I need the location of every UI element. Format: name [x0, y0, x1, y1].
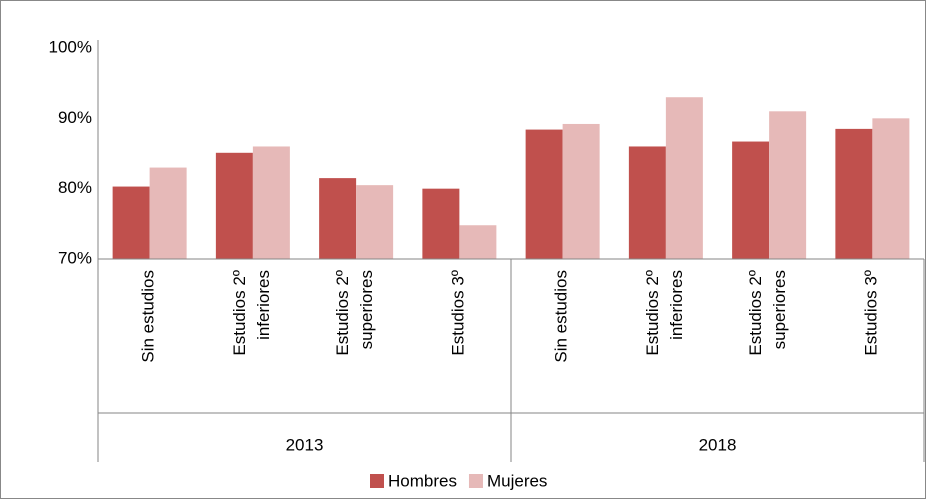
x-tick-label: Estudios 3º: [449, 270, 468, 356]
x-tick-label: Estudios 2º superiores: [334, 270, 377, 356]
bar: [459, 225, 497, 259]
legend-label: Hombres: [388, 471, 457, 490]
x-tick-label-line: inferiores: [254, 270, 273, 340]
legend-label: Mujeres: [487, 471, 547, 490]
group-label: 2018: [699, 435, 737, 454]
bar: [562, 123, 600, 260]
x-tick-label-line: Estudios 2º: [230, 270, 249, 356]
bar: [215, 152, 253, 259]
x-tick-label-line: superiores: [771, 270, 790, 349]
x-tick-label: Estudios 2º superiores: [747, 270, 790, 356]
bar: [732, 141, 770, 259]
x-tick-label-line: Sin estudios: [139, 270, 158, 363]
x-tick-label: Sin estudios: [552, 270, 571, 363]
y-tick-label: 70%: [58, 248, 92, 267]
x-tick-label-line: superiores: [358, 270, 377, 349]
bar: [525, 129, 563, 259]
bar: [112, 186, 150, 259]
bar: [665, 97, 703, 259]
legend-swatch: [370, 474, 384, 488]
x-tick-label: Estudios 2º inferiores: [643, 270, 686, 356]
bar: [149, 167, 187, 259]
x-tick-label: Estudios 2º inferiores: [230, 270, 273, 356]
x-tick-label-line: Estudios 2º: [643, 270, 662, 356]
bar: [628, 146, 666, 259]
bar: [872, 118, 910, 259]
x-tick-label-line: Estudios 2º: [334, 270, 353, 356]
bar: [835, 128, 873, 259]
bar: [252, 146, 290, 259]
x-tick-label: Sin estudios: [139, 270, 158, 363]
bar: [769, 111, 807, 259]
y-tick-label: 90%: [58, 108, 92, 127]
x-tick-label-line: inferiores: [667, 270, 686, 340]
y-tick-label: 80%: [58, 178, 92, 197]
group-label: 2013: [286, 435, 324, 454]
x-tick-label-line: Estudios 3º: [862, 270, 881, 356]
x-tick-label-line: Estudios 3º: [449, 270, 468, 356]
y-tick-label: 100%: [49, 37, 92, 56]
bar: [319, 178, 357, 259]
legend-swatch: [468, 474, 483, 488]
bar: [356, 185, 394, 259]
x-tick-label: Estudios 3º: [862, 270, 881, 356]
x-tick-label-line: Sin estudios: [552, 270, 571, 363]
x-tick-label-line: Estudios 2º: [747, 270, 766, 356]
bar: [422, 188, 460, 259]
